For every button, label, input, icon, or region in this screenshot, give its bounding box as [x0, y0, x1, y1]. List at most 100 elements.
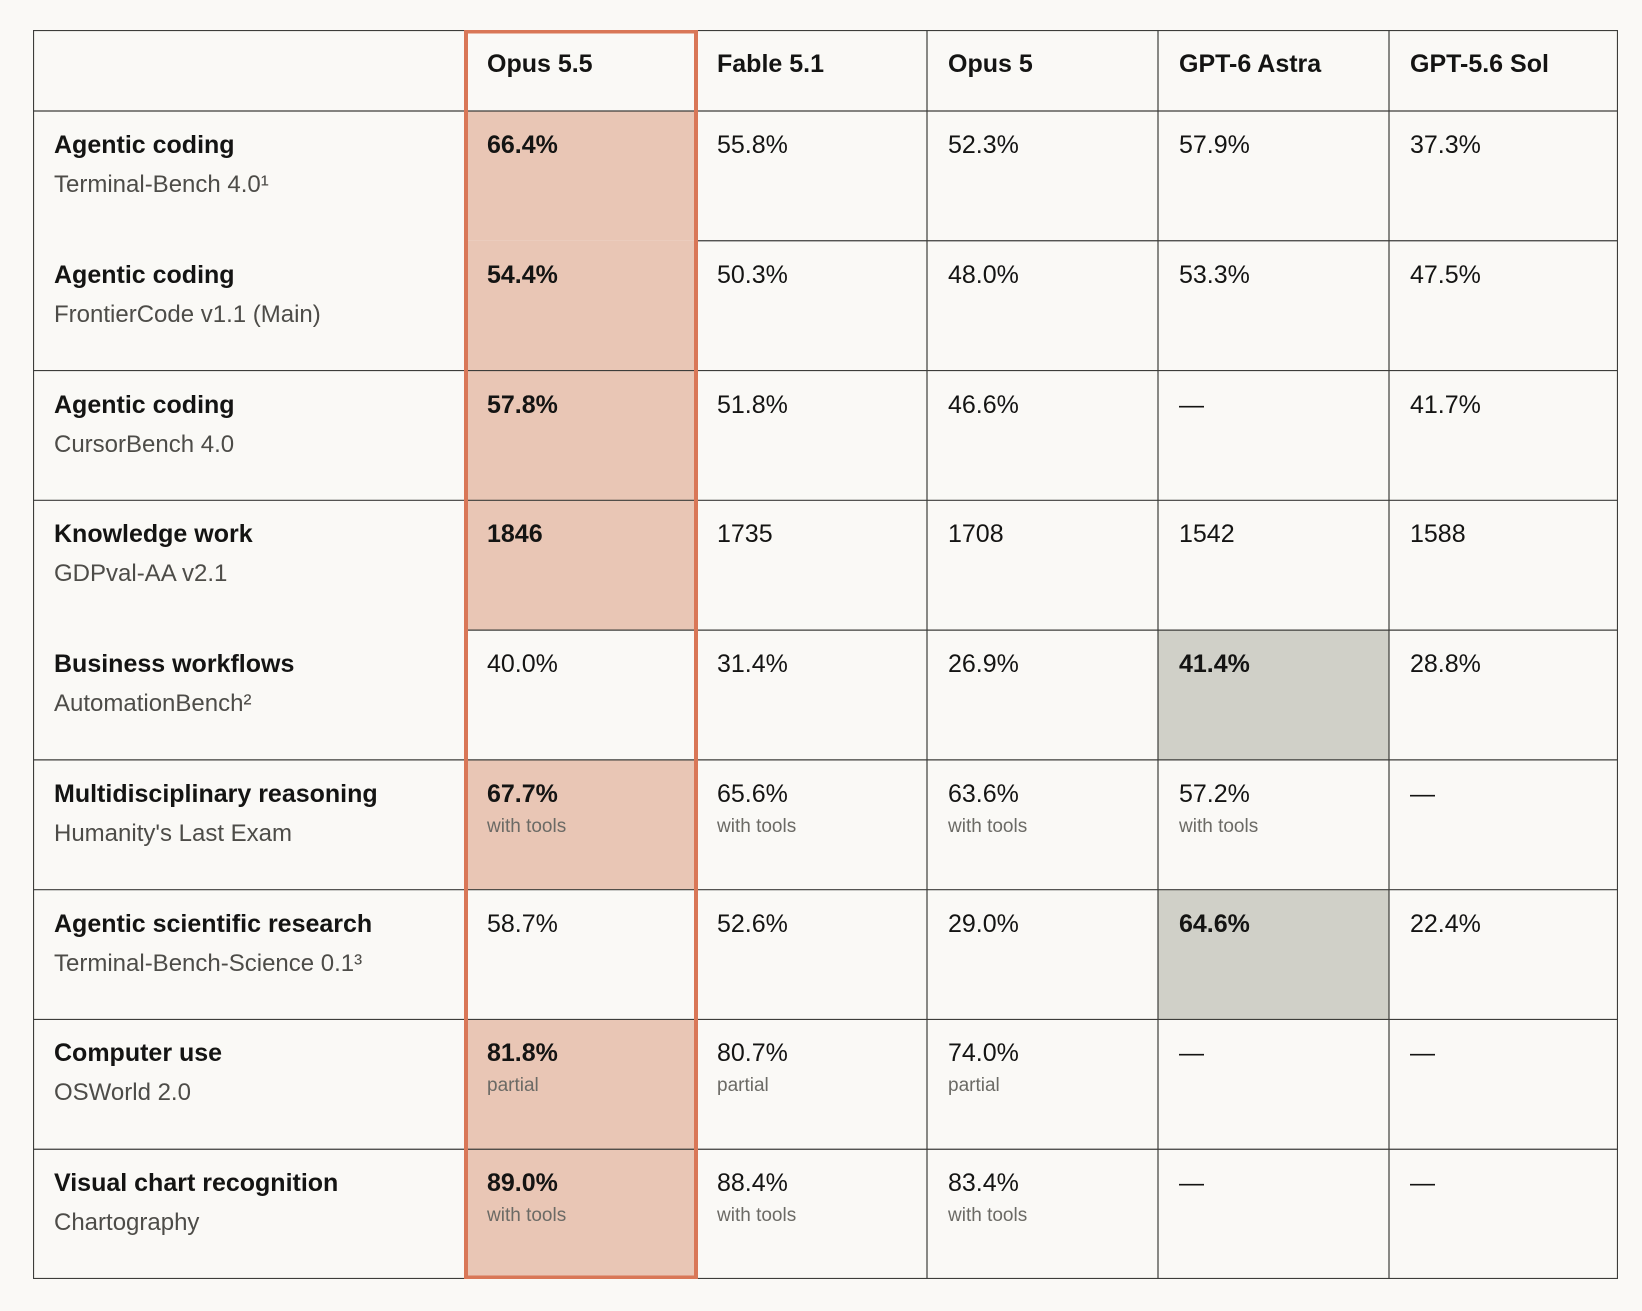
column-header-label: GPT-5.6 Sol [1410, 50, 1549, 78]
score-value: 57.2% [1179, 779, 1250, 808]
column-header-fable-5-1: Fable 5.1 [717, 30, 927, 111]
table-grid [33, 30, 1618, 1279]
score-cell-opus-5: 46.6% [948, 391, 1152, 420]
score-cell-opus-5: 63.6% with tools [948, 780, 1152, 838]
score-value: 67.7% [487, 779, 558, 808]
score-value: 41.7% [1410, 390, 1481, 419]
score-cell-fable-5-1: 55.8% [717, 131, 921, 160]
score-cell-opus-5: 48.0% [948, 261, 1152, 290]
score-cell-gpt-6-astra: 57.2% with tools [1179, 780, 1383, 838]
score-cell-gpt-6-astra: 64.6% [1179, 910, 1383, 939]
score-note: partial [948, 1075, 1000, 1097]
benchmark-category: Multidisciplinary reasoning [54, 779, 378, 808]
score-cell-gpt-5-6-sol: 41.7% [1410, 391, 1612, 420]
best-cell-fill [466, 500, 696, 631]
score-value: 89.0% [487, 1169, 558, 1198]
score-value: 53.3% [1179, 260, 1250, 289]
score-note: with tools [717, 815, 797, 837]
row-label: Visual chart recognition Chartography [54, 1169, 458, 1237]
score-value: 55.8% [717, 131, 788, 159]
score-cell-gpt-5-6-sol: 47.5% [1410, 261, 1612, 290]
column-header-label: Opus 5.5 [487, 50, 593, 78]
score-cell-gpt-5-6-sol: 1588 [1410, 520, 1612, 549]
score-cell-gpt-5-6-sol: — [1410, 780, 1612, 809]
score-value: 28.8% [1410, 650, 1481, 679]
score-value: 40.0% [487, 650, 558, 679]
score-value: 1735 [717, 520, 773, 549]
score-value: 47.5% [1410, 260, 1481, 289]
row-label: Agentic coding FrontierCode v1.1 (Main) [54, 261, 458, 329]
score-value: 51.8% [717, 390, 788, 419]
score-cell-opus-5-5: 54.4% [487, 261, 690, 290]
row-label: Knowledge work GDPval-AA v2.1 [54, 520, 458, 588]
score-note: partial [487, 1075, 539, 1097]
score-value: 37.3% [1410, 131, 1481, 159]
score-value: 31.4% [717, 650, 788, 679]
score-value: 48.0% [948, 260, 1019, 289]
score-cell-opus-5: 26.9% [948, 650, 1152, 679]
benchmark-name: AutomationBench² [54, 690, 252, 718]
score-cell-fable-5-1: 80.7% partial [717, 1039, 921, 1097]
score-value: 63.6% [948, 779, 1019, 808]
benchmark-name: CursorBench 4.0 [54, 430, 235, 458]
score-cell-gpt-5-6-sol: 37.3% [1410, 131, 1612, 160]
best-cell-fill [466, 759, 696, 890]
score-value: 80.7% [717, 1039, 788, 1068]
score-cell-opus-5: 1708 [948, 520, 1152, 549]
benchmark-name: Humanity's Last Exam [54, 819, 292, 847]
score-cell-fable-5-1: 51.8% [717, 391, 921, 420]
score-cell-fable-5-1: 50.3% [717, 261, 921, 290]
score-value: 88.4% [717, 1169, 788, 1198]
score-value: — [1179, 1169, 1204, 1198]
score-value: 46.6% [948, 390, 1019, 419]
score-value: 52.6% [717, 909, 788, 938]
score-cell-gpt-5-6-sol: 22.4% [1410, 910, 1612, 939]
best-cell-fill [1158, 889, 1389, 1020]
benchmark-category: Agentic coding [54, 390, 235, 419]
score-cell-opus-5: 52.3% [948, 131, 1152, 160]
score-cell-opus-5-5: 58.7% [487, 910, 690, 939]
score-value: — [1179, 1039, 1204, 1068]
score-value: — [1410, 779, 1435, 808]
score-value: 57.9% [1179, 131, 1250, 159]
score-cell-opus-5-5: 67.7% with tools [487, 780, 690, 838]
score-cell-opus-5-5: 57.8% [487, 391, 690, 420]
column-header-label: Fable 5.1 [717, 50, 824, 78]
row-label: Agentic coding CursorBench 4.0 [54, 391, 458, 459]
benchmark-name: GDPval-AA v2.1 [54, 560, 228, 588]
score-cell-fable-5-1: 65.6% with tools [717, 780, 921, 838]
score-cell-opus-5-5: 1846 [487, 520, 690, 549]
score-cell-gpt-5-6-sol: — [1410, 1039, 1612, 1068]
score-cell-gpt-6-astra: — [1179, 391, 1383, 420]
score-value: 74.0% [948, 1039, 1019, 1068]
score-cell-opus-5-5: 89.0% with tools [487, 1169, 690, 1227]
score-value: 26.9% [948, 650, 1019, 679]
benchmark-category: Agentic coding [54, 260, 235, 289]
benchmark-table: Opus 5.5 Fable 5.1 Opus 5 GPT-6 Astra GPT-5.… [33, 30, 1618, 1279]
benchmark-name: Terminal-Bench-Science 0.1³ [54, 949, 363, 977]
score-cell-gpt-5-6-sol: 28.8% [1410, 650, 1612, 679]
score-value: 50.3% [717, 260, 788, 289]
row-label: Multidisciplinary reasoning Humanity's La… [54, 780, 458, 848]
benchmark-category: Agentic coding [54, 131, 235, 159]
column-header-opus-5-5: Opus 5.5 [487, 30, 696, 111]
benchmark-name: FrontierCode v1.1 (Main) [54, 300, 321, 328]
score-cell-gpt-6-astra: 53.3% [1179, 261, 1383, 290]
row-label: Agentic coding Terminal-Bench 4.0¹ [54, 131, 458, 199]
highlight-column-outline [464, 30, 698, 1279]
row-label: Business workflows AutomationBench² [54, 650, 458, 718]
table-border [33, 30, 1618, 1279]
score-value: 81.8% [487, 1039, 558, 1068]
row-label: Computer use OSWorld 2.0 [54, 1039, 458, 1107]
score-cell-gpt-6-astra: 1542 [1179, 520, 1383, 549]
score-note: with tools [1179, 815, 1259, 837]
benchmark-category: Agentic scientific research [54, 909, 373, 938]
score-note: with tools [717, 1205, 797, 1227]
score-note: with tools [487, 815, 567, 837]
benchmark-name: Chartography [54, 1209, 200, 1237]
score-cell-fable-5-1: 31.4% [717, 650, 921, 679]
benchmark-category: Knowledge work [54, 520, 253, 549]
benchmark-category: Visual chart recognition [54, 1169, 339, 1198]
best-cell-fill [466, 240, 696, 371]
score-value: 54.4% [487, 260, 558, 289]
